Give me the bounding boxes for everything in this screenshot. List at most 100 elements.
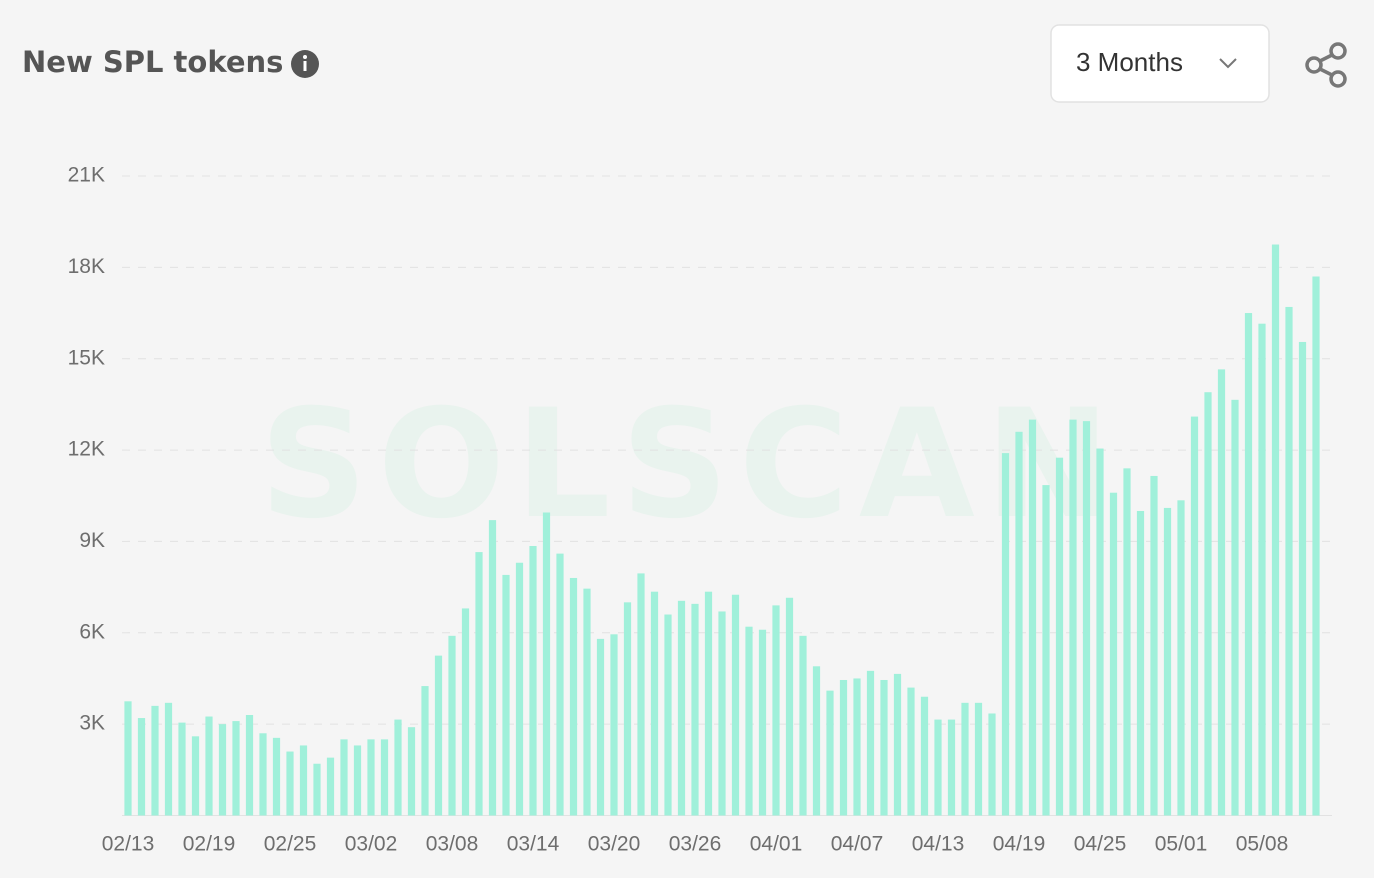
bar [691,603,699,816]
bar [434,655,443,816]
bar [785,597,794,816]
range-dropdown[interactable]: 3 Months [1050,24,1270,103]
bar [758,629,767,816]
y-tick-label: 18K [68,255,105,278]
bar [1082,421,1091,816]
bar [353,745,362,816]
y-tick-label: 9K [79,529,105,552]
bar [664,614,672,816]
bar [326,757,335,816]
x-tick-label: 02/19 [183,833,236,856]
bar [529,545,537,816]
y-tick-label: 12K [68,438,105,461]
bar [1042,485,1050,816]
bar [826,690,834,816]
bar [299,745,308,816]
bar [124,701,132,816]
x-tick-label: 02/25 [264,833,317,856]
bar [812,666,821,816]
bar [218,724,227,816]
bar [1244,313,1253,816]
bar [569,577,578,816]
bar [1217,369,1226,816]
bar [907,687,915,816]
bar [839,679,848,816]
bar [947,719,956,816]
bar [448,635,456,816]
bar [880,679,888,816]
bar [232,721,240,816]
bar [205,716,213,816]
bar [367,739,375,816]
bar [623,602,632,816]
bar [1177,500,1185,816]
bar [1163,507,1172,816]
bar [407,727,416,816]
bar [596,638,605,816]
bar [704,591,713,816]
bar [745,626,753,816]
bar [1258,323,1266,816]
bar [151,705,159,816]
bar [731,594,740,816]
x-tick-label: 03/26 [669,833,722,856]
y-tick-label: 6K [79,620,105,643]
bar [515,562,524,816]
y-tick-label: 3K [79,712,105,735]
bar [475,552,483,816]
bar [1285,306,1293,816]
y-tick-label: 21K [68,164,105,187]
bar [421,686,429,816]
bar [502,574,510,816]
bar [583,588,591,816]
bar [137,718,146,816]
bar [1123,468,1131,816]
bar [286,751,294,816]
bar [893,673,902,816]
bar [259,733,267,816]
x-tick-label: 05/08 [1236,833,1289,856]
bar [1055,457,1064,816]
bar [1109,492,1118,816]
bar [178,722,186,816]
bar [1136,510,1145,816]
x-tick-label: 04/01 [750,833,803,856]
bar [488,520,497,816]
bar [394,719,402,816]
share-icon[interactable] [1305,42,1347,88]
bar [164,702,173,816]
bar [1069,419,1077,816]
x-tick-label: 04/25 [1074,833,1127,856]
bar [718,611,726,816]
bar [772,605,780,816]
bar [245,715,254,816]
bar [313,763,321,816]
bar [556,553,564,816]
bar [1096,448,1104,816]
bar [961,702,969,816]
bar [677,600,686,816]
bar [1150,475,1158,816]
info-icon[interactable] [291,50,319,78]
bar [1015,431,1023,816]
x-tick-label: 03/14 [507,833,560,856]
y-tick-label: 15K [68,346,105,369]
bar [1231,399,1239,816]
bar [988,713,996,816]
x-tick-label: 03/08 [426,833,479,856]
bar [542,512,551,816]
x-tick-label: 04/07 [831,833,884,856]
x-tick-label: 02/13 [102,833,155,856]
bar [272,737,281,816]
bar [974,702,983,816]
watermark: SOLSCAN [260,378,1121,552]
bar [853,678,861,816]
bar [934,719,942,816]
bar [380,739,389,816]
chart-title: New SPL tokens [22,45,283,79]
x-tick-label: 04/13 [912,833,965,856]
range-label: 3 Months [1076,47,1183,77]
bar [1001,453,1010,816]
bar [650,591,659,816]
